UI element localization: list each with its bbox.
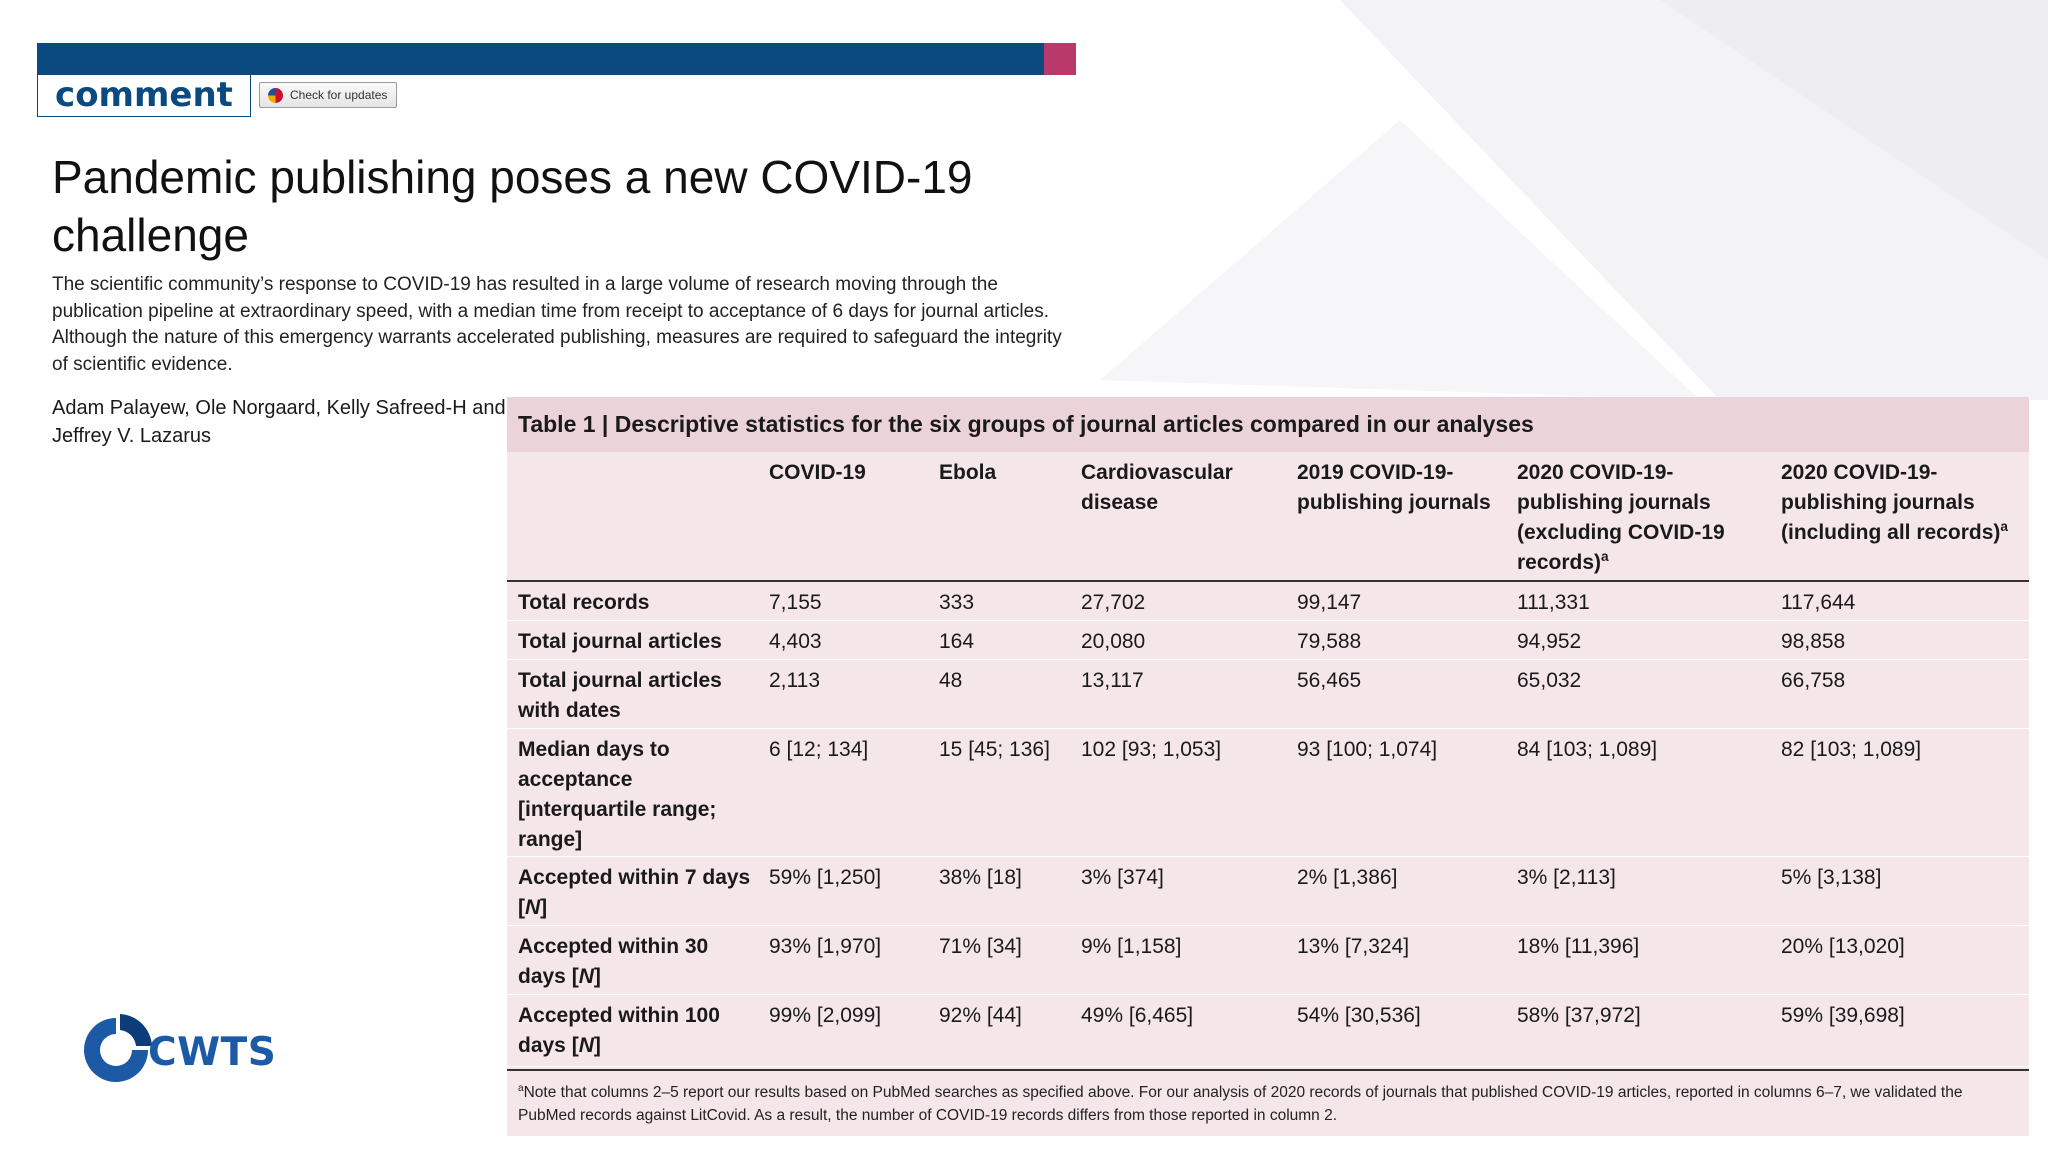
table-cell: 49% [6,465] — [1081, 1004, 1194, 1027]
footnote-mark: a — [2000, 519, 2008, 534]
table-cell: 82 [103; 1,089] — [1781, 738, 1922, 761]
article-abstract: The scientific community’s response to C… — [52, 274, 1062, 375]
table-cell: 333 — [939, 591, 975, 614]
table-cell: 5% [3,138] — [1781, 866, 1882, 889]
header-bar-accent — [1044, 43, 1076, 75]
table-cell: 84 [103; 1,089] — [1517, 738, 1658, 761]
cwts-logo: CWTS — [76, 1010, 276, 1090]
column-header: Cardiovascular disease — [1081, 461, 1233, 514]
row-label: Median days to acceptance [interquartile… — [518, 738, 717, 851]
table-cell: 98,858 — [1781, 630, 1846, 653]
table-cell: 4,403 — [769, 630, 822, 653]
row-label: Accepted within 30 days [N] — [518, 932, 753, 992]
table-row: Accepted within 100 days [N] 99% [2,099]… — [507, 995, 2029, 1067]
table-cell: 3% [374] — [1081, 866, 1164, 889]
table-row: Total journal articles 4,403 164 20,080 … — [507, 621, 2029, 660]
row-label-text: Accepted within 30 days [ — [518, 935, 709, 988]
table-caption: Table 1 | Descriptive statistics for the… — [507, 397, 2029, 452]
row-label-text: Accepted within 7 days [ — [518, 866, 751, 919]
row-label: Total journal articles with dates — [518, 669, 722, 722]
footnote-mark: a — [518, 1082, 524, 1094]
row-label: Accepted within 7 days [N] — [518, 863, 753, 923]
row-label: Total journal articles — [518, 630, 722, 653]
column-header: 2020 COVID-19-publishing journals (inclu… — [1781, 458, 2026, 548]
table-label: Table 1 | — [518, 411, 609, 437]
table-cell: 102 [93; 1,053] — [1081, 738, 1222, 761]
crossmark-icon — [268, 88, 283, 103]
table-cell: 3% [2,113] — [1517, 866, 1616, 889]
table-cell: 117,644 — [1781, 591, 1856, 614]
table-cell: 6 [12; 134] — [769, 738, 869, 761]
table-cell: 92% [44] — [939, 1004, 1022, 1027]
table-header-row: COVID-19 Ebola Cardiovascular disease 20… — [507, 452, 2029, 582]
table-cell: 13,117 — [1081, 669, 1144, 692]
table-cell: 93% [1,970] — [769, 935, 882, 958]
table-cell: 18% [11,396] — [1517, 935, 1640, 958]
row-label-italic: N — [578, 1034, 594, 1057]
table-row: Total records 7,155 333 27,702 99,147 11… — [507, 582, 2029, 621]
table-cell: 99,147 — [1297, 591, 1362, 614]
table-cell: 48 — [939, 669, 963, 692]
table-cell: 20% [13,020] — [1781, 935, 1905, 958]
table-row: Accepted within 7 days [N] 59% [1,250] 3… — [507, 857, 2029, 926]
table-cell: 2,113 — [769, 669, 820, 692]
header-bar — [37, 43, 1044, 75]
column-header-text: 2020 COVID-19-publishing journals (exclu… — [1517, 461, 1725, 574]
row-label-italic: N — [525, 896, 541, 919]
table-row: Total journal articles with dates 2,113 … — [507, 660, 2029, 729]
column-header: Ebola — [939, 461, 997, 484]
table-cell: 56,465 — [1297, 669, 1362, 692]
table-cell: 13% [7,324] — [1297, 935, 1410, 958]
table-cell: 164 — [939, 630, 975, 653]
check-for-updates-button[interactable]: Check for updates — [259, 82, 397, 108]
check-for-updates-label: Check for updates — [290, 88, 388, 102]
stats-table: COVID-19 Ebola Cardiovascular disease 20… — [507, 452, 2029, 1067]
cwts-logo-text: CWTS — [148, 1030, 277, 1075]
column-header: 2020 COVID-19-publishing journals (exclu… — [1517, 458, 1772, 578]
table-cell: 59% [1,250] — [769, 866, 882, 889]
table-caption-text: Descriptive statistics for the six group… — [614, 411, 1534, 437]
article-title: Pandemic publishing poses a new COVID-19… — [52, 151, 973, 261]
table-cell: 2% [1,386] — [1297, 866, 1398, 889]
table-cell: 7,155 — [769, 591, 822, 614]
row-label-end: ] — [593, 965, 601, 988]
table-cell: 93 [100; 1,074] — [1297, 738, 1438, 761]
table-cell: 15 [45; 136] — [939, 738, 1050, 761]
table-cell: 71% [34] — [939, 935, 1022, 958]
section-label: comment — [37, 75, 251, 117]
table-row: Accepted within 30 days [N] 93% [1,970] … — [507, 926, 2029, 995]
table-cell: 111,331 — [1517, 591, 1590, 614]
table-cell: 79,588 — [1297, 630, 1362, 653]
row-label-end: ] — [593, 1034, 601, 1057]
row-label: Accepted within 100 days [N] — [518, 1001, 753, 1061]
table-cell: 9% [1,158] — [1081, 935, 1182, 958]
table-row: Median days to acceptance [interquartile… — [507, 729, 2029, 857]
footnote-text: Note that columns 2–5 report our results… — [518, 1084, 1963, 1124]
column-header: COVID-19 — [769, 461, 866, 484]
row-label-italic: N — [578, 965, 594, 988]
column-header: 2019 COVID-19-publishing journals — [1297, 461, 1491, 514]
table-cell: 20,080 — [1081, 630, 1146, 653]
table-footnote: aNote that columns 2–5 report our result… — [507, 1069, 2029, 1137]
table-cell: 27,702 — [1081, 591, 1146, 614]
table-cell: 59% [39,698] — [1781, 1004, 1905, 1027]
row-label-text: Accepted within 100 days [ — [518, 1004, 720, 1057]
table-cell: 54% [30,536] — [1297, 1004, 1421, 1027]
row-label-end: ] — [540, 896, 548, 919]
column-header-text: 2020 COVID-19-publishing journals (inclu… — [1781, 461, 2001, 544]
table-cell: 99% [2,099] — [769, 1004, 882, 1027]
footnote-mark: a — [1601, 549, 1609, 564]
table-cell: 65,032 — [1517, 669, 1582, 692]
table-cell: 58% [37,972] — [1517, 1004, 1641, 1027]
table-cell: 38% [18] — [939, 866, 1022, 889]
table-cell: 94,952 — [1517, 630, 1582, 653]
row-label: Total records — [518, 591, 650, 614]
table-cell: 66,758 — [1781, 669, 1846, 692]
article-authors: Adam Palayew, Ole Norgaard, Kelly Safree… — [52, 397, 506, 447]
table-panel: Table 1 | Descriptive statistics for the… — [507, 397, 2029, 1136]
cwts-logo-icon — [84, 1014, 152, 1082]
